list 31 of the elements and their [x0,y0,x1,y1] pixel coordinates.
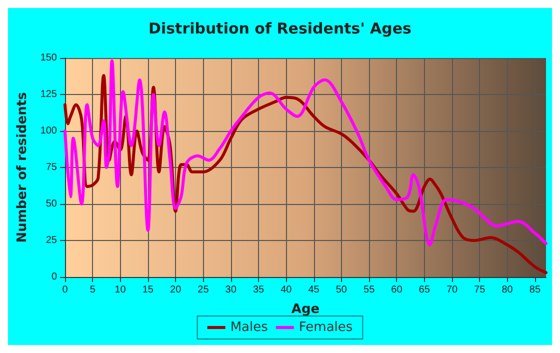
legend-label: Females [298,320,353,335]
x-tick-label: 75 [474,284,486,296]
x-tick-label: 85 [529,284,541,296]
y-tick-label: 75 [46,162,58,173]
x-tick-label: 80 [502,284,514,296]
y-tick-label: 100 [40,126,58,136]
chart-title: Distribution of Residents' Ages [148,20,412,38]
y-tick-label: 25 [46,235,58,246]
x-tick-label: 65 [418,284,430,296]
x-tick-label: 15 [142,284,154,296]
x-tick-label: 20 [170,284,182,296]
x-tick-label: 60 [391,284,403,296]
x-axis-title: Age [291,302,320,317]
line-series [64,59,548,246]
x-tick-label: 50 [336,284,348,296]
legend-label: Males [230,320,268,335]
x-tick-label: 35 [252,284,265,296]
x-tick-label: 45 [308,284,320,296]
x-tick-label: 25 [198,284,210,296]
y-tick-label: 0 [51,272,58,282]
x-tick-label: 10 [114,284,126,296]
x-tick-label: 55 [364,284,376,296]
y-tick-label: 150 [40,52,58,64]
y-tick-label: 50 [46,198,58,210]
y-axis-title: Number of residents [15,92,30,243]
x-tick-label: 40 [280,284,292,296]
y-tick-label: 125 [40,89,58,100]
x-tick-label: 5 [90,284,96,296]
x-tick-label: 30 [225,284,237,296]
x-tick-label: 70 [446,284,458,296]
x-tick-label: 0 [62,284,68,296]
